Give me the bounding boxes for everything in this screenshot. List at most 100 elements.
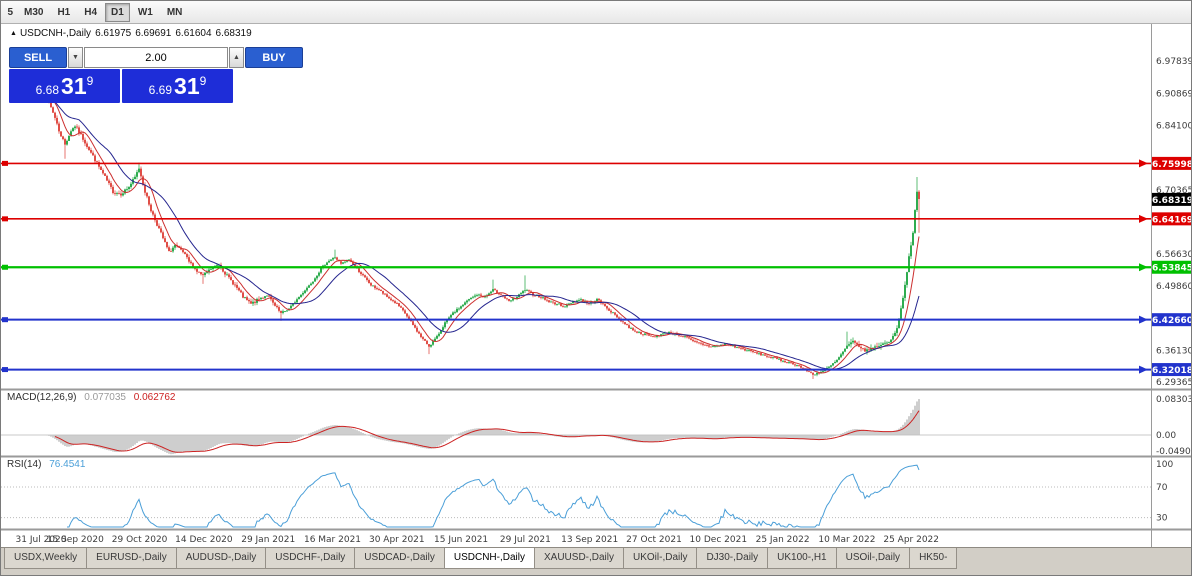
- lot-increase-button[interactable]: ▲: [229, 47, 244, 68]
- svg-text:6.49860: 6.49860: [1156, 282, 1192, 292]
- buy-price-small: 6.69: [148, 83, 173, 97]
- tab-uk100-h1[interactable]: UK100-,H1: [767, 548, 837, 569]
- svg-text:25 Jan 2022: 25 Jan 2022: [756, 535, 810, 545]
- buy-price-big: 31: [174, 72, 200, 99]
- line-right-arrow-icon: [1139, 315, 1148, 324]
- chart-symbol-label: USDCNH-,Daily: [19, 28, 92, 39]
- tab-ukoil-daily[interactable]: UKOil-,Daily: [623, 548, 698, 569]
- line-left-handle: [2, 216, 8, 222]
- tab-usdcnh-daily[interactable]: USDCNH-,Daily: [443, 548, 535, 569]
- one-click-trading-panel: SELL ▼ ▲ BUY 6.68 31 9 6.69 31 9: [9, 47, 303, 103]
- svg-text:6.42660: 6.42660: [1152, 316, 1192, 326]
- svg-text:6.70365: 6.70365: [1156, 186, 1192, 196]
- macd-name: MACD(12,26,9): [7, 392, 77, 403]
- tab-usdchf-daily[interactable]: USDCHF-,Daily: [265, 548, 356, 569]
- rsi-label: RSI(14) 76.4541: [7, 459, 85, 470]
- timeframe-D1[interactable]: D1: [105, 2, 130, 22]
- buy-price-display[interactable]: 6.69 31 9: [122, 69, 233, 103]
- svg-text:6.84100: 6.84100: [1156, 121, 1192, 131]
- svg-text:6.68319: 6.68319: [1152, 196, 1192, 206]
- svg-text:10 Mar 2022: 10 Mar 2022: [818, 535, 875, 545]
- line-left-handle: [2, 317, 8, 323]
- ohlc-high: 6.69691: [135, 28, 172, 39]
- tab-hk50-[interactable]: HK50-: [909, 548, 958, 569]
- svg-text:16 Mar 2021: 16 Mar 2021: [304, 535, 361, 545]
- svg-text:6.36130: 6.36130: [1156, 346, 1192, 356]
- svg-text:14 Dec 2020: 14 Dec 2020: [175, 535, 233, 545]
- svg-text:30: 30: [1156, 514, 1168, 524]
- line-right-arrow-icon: [1139, 263, 1148, 272]
- timeframe-M30[interactable]: M30: [24, 6, 44, 18]
- svg-text:0.083039: 0.083039: [1156, 395, 1192, 405]
- svg-text:10 Dec 2021: 10 Dec 2021: [690, 535, 748, 545]
- rsi-value: 76.4541: [49, 459, 86, 470]
- chart-title: ▲ USDCNH-,Daily 6.61975 6.69691 6.61604 6.683…: [10, 28, 256, 39]
- timeframe-H4[interactable]: H4: [84, 6, 98, 18]
- line-left-handle: [2, 264, 8, 270]
- ohlc-low: 6.61604: [175, 28, 212, 39]
- svg-text:0.00: 0.00: [1156, 431, 1176, 441]
- svg-text:13 Sep 2021: 13 Sep 2021: [561, 535, 618, 545]
- buy-price-pip: 9: [199, 74, 207, 88]
- tab-usdcad-daily[interactable]: USDCAD-,Daily: [354, 548, 445, 569]
- timeframe-toolbar: 5 M30 H1 H4 D1 W1 MN: [1, 1, 1191, 24]
- svg-text:6.64169: 6.64169: [1152, 215, 1192, 225]
- buy-button[interactable]: BUY: [245, 47, 303, 68]
- svg-text:6.90869: 6.90869: [1156, 90, 1192, 100]
- sell-price-big: 31: [61, 72, 87, 99]
- svg-text:70: 70: [1156, 483, 1168, 493]
- macd-signal-value: 0.062762: [133, 392, 176, 403]
- line-right-arrow-icon: [1139, 365, 1148, 374]
- candles-layer: [38, 91, 920, 380]
- svg-text:6.97839: 6.97839: [1156, 57, 1192, 67]
- macd-value: 0.077035: [84, 392, 126, 403]
- svg-text:-0.04905: -0.04905: [1156, 447, 1192, 457]
- line-left-handle: [2, 367, 8, 373]
- timeframe-H1[interactable]: H1: [57, 6, 71, 18]
- svg-text:15 Jun 2021: 15 Jun 2021: [434, 535, 488, 545]
- svg-text:27 Oct 2021: 27 Oct 2021: [626, 535, 682, 545]
- chart-tabbar: USDX,Weekly EURUSD-,Daily AUDUSD-,Daily USD…: [1, 547, 1191, 575]
- timeframe-MN[interactable]: MN: [166, 6, 183, 18]
- svg-text:29 Oct 2020: 29 Oct 2020: [112, 535, 168, 545]
- rsi-name: RSI(14): [7, 459, 42, 470]
- chevron-up-icon: ▲: [233, 54, 240, 61]
- timeframe-5[interactable]: 5: [7, 6, 13, 18]
- svg-text:6.75998: 6.75998: [1152, 160, 1192, 170]
- svg-text:6.56630: 6.56630: [1156, 250, 1192, 260]
- ohlc-close: 6.68319: [215, 28, 252, 39]
- tab-eurusd-daily[interactable]: EURUSD-,Daily: [86, 548, 177, 569]
- svg-text:29 Jul 2021: 29 Jul 2021: [500, 535, 551, 545]
- tab-audusd-daily[interactable]: AUDUSD-,Daily: [175, 548, 267, 569]
- line-left-handle: [2, 160, 8, 166]
- svg-text:29 Jan 2021: 29 Jan 2021: [241, 535, 295, 545]
- svg-text:6.29365: 6.29365: [1156, 378, 1192, 388]
- line-right-arrow-icon: [1139, 159, 1148, 168]
- tab-dj30-daily[interactable]: DJ30-,Daily: [696, 548, 769, 569]
- macd-label: MACD(12,26,9) 0.077035 0.062762: [7, 392, 175, 403]
- tab-usdx-weekly[interactable]: USDX,Weekly: [4, 548, 88, 569]
- sell-price-display[interactable]: 6.68 31 9: [9, 69, 120, 103]
- svg-text:30 Apr 2021: 30 Apr 2021: [369, 535, 425, 545]
- macd-histogram: [46, 399, 920, 455]
- sell-price-small: 6.68: [35, 83, 60, 97]
- ohlc-open: 6.61975: [95, 28, 132, 39]
- timeframe-W1[interactable]: W1: [137, 6, 153, 18]
- svg-text:6.32018: 6.32018: [1152, 366, 1192, 376]
- lot-decrease-button[interactable]: ▼: [68, 47, 83, 68]
- svg-text:15 Sep 2020: 15 Sep 2020: [47, 535, 104, 545]
- chevron-down-icon: ▼: [72, 54, 79, 61]
- tab-xauusd-daily[interactable]: XAUUSD-,Daily: [533, 548, 624, 569]
- svg-text:100: 100: [1156, 460, 1173, 470]
- svg-text:31 Jul 2020: 31 Jul 2020: [16, 535, 67, 545]
- collapse-trade-panel-icon[interactable]: ▲: [10, 30, 17, 37]
- line-right-arrow-icon: [1139, 214, 1148, 223]
- svg-text:25 Apr 2022: 25 Apr 2022: [883, 535, 939, 545]
- lot-size-input[interactable]: [84, 47, 228, 68]
- tab-usoil-daily[interactable]: USOil-,Daily: [835, 548, 911, 569]
- svg-text:6.53845: 6.53845: [1152, 264, 1192, 274]
- sell-price-pip: 9: [86, 74, 94, 88]
- sell-button[interactable]: SELL: [9, 47, 67, 68]
